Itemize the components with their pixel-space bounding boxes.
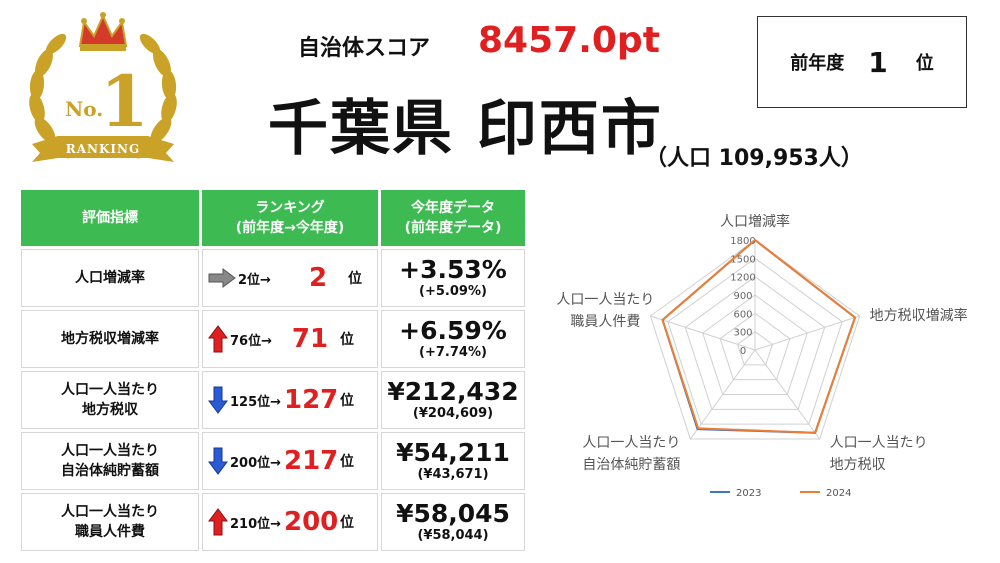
grid-spoke <box>689 349 756 440</box>
table-header-row: 評価指標 ランキング (前年度→今年度) 今年度データ (前年度データ) <box>21 190 525 246</box>
series-line-2024 <box>661 238 857 434</box>
axis-label: 人口一人当たり地方税収 <box>830 435 928 473</box>
data-cell: ¥58,045 (¥58,044) <box>381 493 525 551</box>
grid-spoke <box>754 315 860 351</box>
previous-rank-unit: 位 <box>915 53 934 74</box>
previous-value: (¥43,671) <box>417 467 489 482</box>
current-value: ¥58,045 <box>396 499 510 528</box>
grid-spoke <box>754 349 821 440</box>
metric-cell: 人口一人当たり 職員人件費 <box>21 493 199 551</box>
current-value: ¥212,432 <box>387 377 519 406</box>
r-tick-label: 1200 <box>730 273 755 284</box>
page-title: 千葉県 印西市 <box>268 94 663 164</box>
rank-unit: 位 <box>348 271 362 287</box>
population-text: （人口 109,953人） <box>645 146 863 171</box>
header-metric: 評価指標 <box>21 190 199 246</box>
table-row: 人口一人当たり 職員人件費 210位→ 200 位 ¥58,045 (¥58,044) <box>21 493 525 551</box>
rank-unit: 位 <box>340 515 354 531</box>
current-rank: 71 <box>291 324 329 354</box>
data-cell: ¥212,432 (¥204,609) <box>381 371 525 429</box>
previous-rank-value: 1 <box>868 45 888 79</box>
rank-unit: 位 <box>340 393 354 409</box>
table-row: 人口一人当たり 地方税収 125位→ 127 位 ¥212,432 (¥204,609) <box>21 371 525 429</box>
score-value: 8457.0pt <box>478 20 660 61</box>
badge-no-text: No. <box>65 97 103 121</box>
axis-label: 人口一人当たり自治体純貯蓄額 <box>582 435 680 473</box>
header-ranking: ランキング (前年度→今年度) <box>202 190 378 246</box>
previous-rank: 76位→ <box>230 333 272 349</box>
rank-unit: 位 <box>340 332 354 348</box>
grid-ring <box>702 294 808 395</box>
arrow-up-icon <box>208 325 228 353</box>
metric-cell: 地方税収増減率 <box>21 310 199 368</box>
grid-ring <box>719 312 791 381</box>
table-row: 人口増減率 2位→ 2 位 +3.53% (+5.09%) <box>21 249 525 307</box>
crown-icon <box>78 12 128 51</box>
rank-cell: 210位→ 200 位 <box>202 493 378 551</box>
table-row: 地方税収増減率 76位→ 71 位 +6.59% (+7.74%) <box>21 310 525 368</box>
r-tick-label: 0 <box>740 346 746 357</box>
metric-cell: 人口一人当たり 自治体純貯蓄額 <box>21 432 199 490</box>
table-row: 人口一人当たり 自治体純貯蓄額 200位→ 217 位 ¥54,211 (¥43,671) <box>21 432 525 490</box>
axis-label: 人口増減率 <box>720 213 790 230</box>
r-tick-label: 300 <box>733 328 752 339</box>
r-tick-label: 1500 <box>730 254 755 265</box>
header-data: 今年度データ (前年度データ) <box>381 190 525 246</box>
previous-rank: 125位→ <box>230 394 282 410</box>
previous-rank: 200位→ <box>230 455 282 471</box>
axis-label: 地方税収増減率 <box>870 307 968 324</box>
badge-number-text: 1 <box>100 60 149 143</box>
current-rank: 127 <box>284 385 339 415</box>
arrow-up-icon <box>208 508 228 536</box>
r-tick-label: 1800 <box>730 236 755 247</box>
metric-cell: 人口一人当たり 地方税収 <box>21 371 199 429</box>
data-cell: +6.59% (+7.74%) <box>381 310 525 368</box>
grid-ring <box>667 257 843 425</box>
current-value: +6.59% <box>399 316 507 345</box>
legend-label: 2024 <box>826 488 851 499</box>
previous-value: (¥58,044) <box>417 528 489 543</box>
previous-rank-label: 前年度 <box>790 53 845 74</box>
ranking-badge-icon: No. 1 RANKING <box>29 12 177 162</box>
r-tick-label: 600 <box>733 309 752 320</box>
data-cell: +3.53% (+5.09%) <box>381 249 525 307</box>
badge-ribbon-text: RANKING <box>66 142 141 156</box>
previous-value: (¥204,609) <box>412 406 494 421</box>
ribbon-icon <box>32 136 174 162</box>
rank-cell: 200位→ 217 位 <box>202 432 378 490</box>
radar-chart: 0300600900120015001800人口増減率地方税収増減率人口一人当た… <box>556 213 968 499</box>
current-rank: 217 <box>284 446 339 476</box>
grid-ring <box>684 276 826 410</box>
grid-ring <box>649 239 861 440</box>
axis-label: 人口一人当たり職員人件費 <box>556 292 654 330</box>
metric-cell: 人口増減率 <box>21 249 199 307</box>
current-rank: 200 <box>284 507 339 537</box>
laurel-right-icon <box>133 33 177 159</box>
current-rank: 2 <box>308 263 328 293</box>
previous-value: (+7.74%) <box>419 345 487 360</box>
current-value: ¥54,211 <box>396 438 510 467</box>
rank-cell: 2位→ 2 位 <box>202 249 378 307</box>
ranking-table: 評価指標 ランキング (前年度→今年度) 今年度データ (前年度データ) 人口増… <box>18 187 528 554</box>
rank-cell: 125位→ 127 位 <box>202 371 378 429</box>
arrow-down-icon <box>208 386 228 414</box>
previous-rank: 210位→ <box>230 516 282 532</box>
rank-unit: 位 <box>340 454 354 470</box>
previous-rank: 2位→ <box>238 272 271 288</box>
rank-cell: 76位→ 71 位 <box>202 310 378 368</box>
data-cell: ¥54,211 (¥43,671) <box>381 432 525 490</box>
grid-spoke <box>650 315 756 351</box>
previous-rank-box: 前年度 1 位 <box>757 16 967 108</box>
score-label: 自治体スコア <box>298 36 431 61</box>
arrow-right-icon <box>208 268 236 288</box>
arrow-down-icon <box>208 447 228 475</box>
current-value: +3.53% <box>399 255 507 284</box>
grid-ring <box>736 331 774 366</box>
previous-value: (+5.09%) <box>419 284 487 299</box>
legend-label: 2023 <box>736 488 761 499</box>
r-tick-label: 900 <box>733 291 752 302</box>
